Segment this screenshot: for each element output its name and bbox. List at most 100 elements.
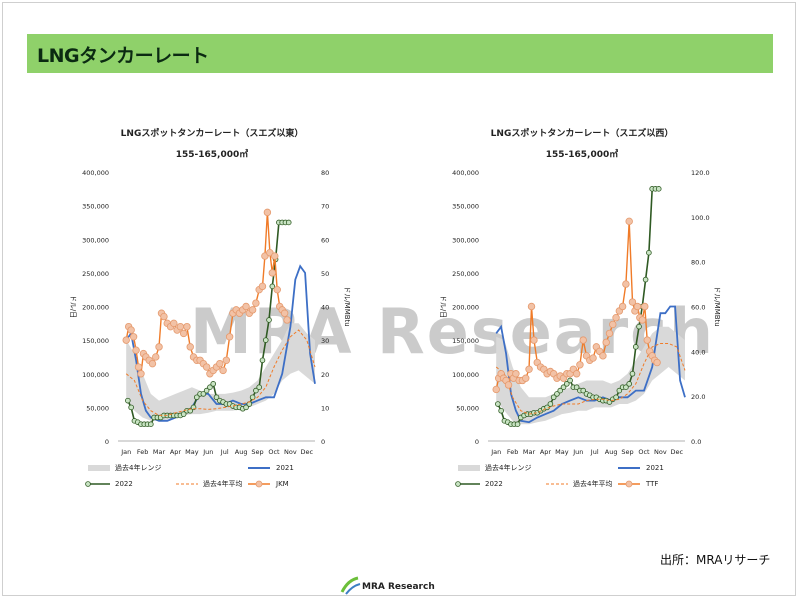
x-tick-label: Apr: [540, 448, 552, 456]
y-left-tick-label: 150,000: [82, 337, 109, 345]
y-right-tick-label: 80.0: [691, 259, 705, 267]
x-tick-label: Feb: [137, 448, 149, 456]
x-tick-label: Mar: [153, 448, 166, 456]
series-2022-point: [262, 337, 269, 343]
y-right-tick-label: 40: [321, 304, 329, 312]
series-price-point: [602, 338, 610, 347]
y-left-tick-label: 100,000: [82, 371, 109, 379]
y-right-tick-label: 20.0: [691, 393, 705, 401]
y-right-axis-label: ドル/MMBtu: [713, 286, 721, 326]
series-price-point: [280, 309, 289, 317]
x-tick-label: Sep: [251, 448, 263, 456]
series-price-point: [122, 336, 130, 344]
y-right-tick-label: 30: [321, 337, 329, 345]
series-price-point: [618, 302, 627, 311]
series-2022-point: [629, 370, 636, 377]
series-2022-point: [642, 276, 649, 283]
series-2022-point: [148, 421, 154, 427]
series-price-point: [579, 336, 587, 344]
series-price-point: [273, 285, 281, 294]
series-price-point: [137, 370, 145, 378]
series-2022-point: [560, 384, 567, 391]
series-2022-point: [125, 397, 131, 404]
y-left-tick-label: 300,000: [452, 236, 479, 244]
y-left-tick-label: 300,000: [82, 236, 109, 244]
y-left-tick-label: 50,000: [86, 404, 109, 412]
series-price-point: [525, 365, 533, 373]
series-2022-point: [646, 249, 652, 256]
series-2022-point: [514, 421, 521, 427]
series-2022-point: [253, 387, 259, 394]
x-tick-label: Apr: [170, 448, 182, 456]
y-left-tick-label: 150,000: [452, 337, 479, 345]
legend-label-2021: 2021: [276, 464, 294, 472]
series-price-point: [258, 282, 267, 291]
series-2022-point: [550, 394, 557, 401]
series-2022-point: [256, 384, 262, 391]
y-right-tick-label: 60: [321, 236, 329, 244]
x-tick-label: Mar: [523, 448, 536, 456]
series-price-point: [271, 252, 279, 260]
legend-label-2022: 2022: [485, 480, 503, 488]
y-left-axis-label: ドル/日: [69, 295, 77, 318]
chart-suez-east: LNGスポットタンカーレート（スエズ以東） 155-165,000㎥ 0 50,000…: [69, 127, 351, 488]
series-price-point: [527, 302, 536, 311]
series-price-point: [643, 336, 651, 344]
series-price-point: [155, 343, 163, 351]
series-price-point: [134, 363, 143, 371]
legend-2022-marker: [455, 481, 461, 487]
x-tick-label: May: [185, 448, 199, 456]
page-title: LNGタンカーレート: [37, 45, 209, 67]
series-price-point: [152, 353, 160, 361]
x-tick-label: Feb: [507, 448, 519, 456]
chart-subtitle: 155-165,000㎥: [546, 148, 619, 160]
x-tick-label: Jun: [202, 448, 213, 456]
footer-logo-text: MRA Research: [362, 582, 435, 592]
series-price-point: [628, 298, 637, 306]
series-2022-point: [616, 387, 623, 394]
series-2022-point: [269, 283, 276, 290]
series-2021-line: [125, 264, 316, 422]
series-price-point: [492, 385, 500, 394]
series-price-point: [186, 343, 194, 351]
series-price-point: [283, 316, 291, 324]
y-left-tick-label: 200,000: [82, 304, 109, 312]
series-2022-point: [573, 384, 580, 391]
legend-label-range: 過去4年レンジ: [115, 463, 161, 472]
series-2022-point: [580, 387, 587, 394]
title-bar: LNGタンカーレート: [27, 34, 773, 73]
series-price-point: [242, 302, 250, 311]
series-price-point: [625, 217, 633, 226]
x-tick-label: Jun: [572, 448, 583, 456]
series-price-point: [183, 322, 191, 331]
series-2022-point: [564, 381, 570, 387]
x-tick-label: Nov: [654, 448, 667, 456]
series-price-line: [125, 212, 288, 376]
series-2022-point: [207, 384, 213, 391]
series-range-band: [496, 326, 685, 425]
series-price-point: [202, 363, 211, 371]
series-price-point: [609, 320, 617, 329]
series-2022-point: [266, 317, 272, 323]
legend-range-swatch: [88, 465, 110, 471]
y-right-tick-label: 0.0: [691, 438, 701, 446]
series-2022-point: [203, 387, 210, 394]
x-tick-label: Aug: [235, 448, 248, 456]
x-tick-label: Jul: [590, 448, 599, 456]
series-price-point: [268, 269, 277, 277]
y-right-tick-label: 40.0: [691, 348, 705, 356]
x-tick-label: Nov: [284, 448, 297, 456]
y-left-tick-label: 400,000: [82, 169, 109, 177]
series-price-point: [216, 359, 224, 368]
series-price-point: [530, 336, 538, 344]
legend-price-marker: [255, 480, 263, 488]
x-tick-label: Jan: [490, 448, 501, 456]
y-left-tick-label: 400,000: [452, 169, 479, 177]
series-price-point: [576, 361, 584, 369]
legend-label-2022: 2022: [115, 480, 133, 488]
y-left-tick-label: 50,000: [456, 404, 479, 412]
series-2022-point: [194, 394, 200, 401]
series-price-point: [522, 374, 530, 382]
y-left-tick-label: 250,000: [82, 270, 109, 278]
